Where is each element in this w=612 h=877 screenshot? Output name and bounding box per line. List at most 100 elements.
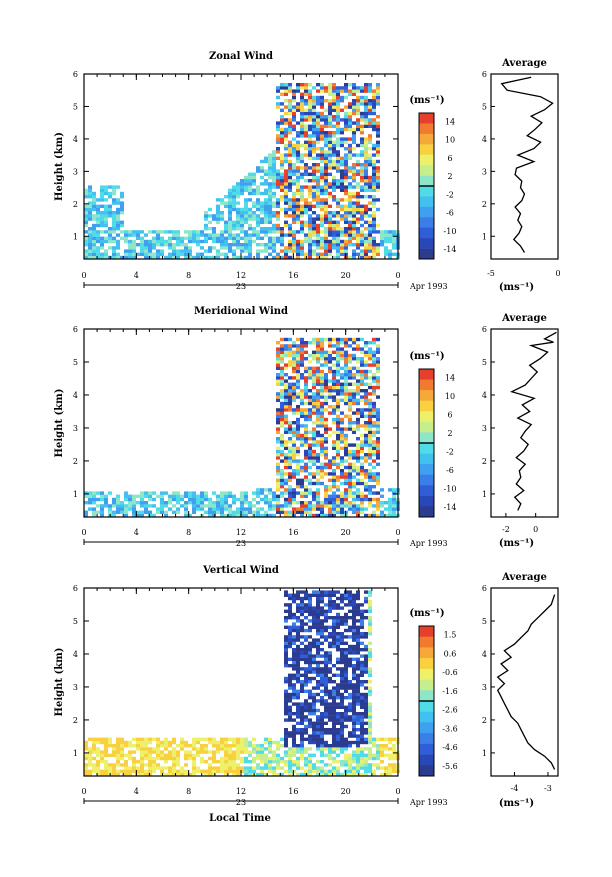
colorbar-tick-label: -3.6 bbox=[442, 724, 457, 733]
colorbar-tick-label: -0.6 bbox=[442, 668, 457, 677]
colorbar-tick-label: 2 bbox=[447, 429, 452, 438]
colorbar-swatch bbox=[419, 765, 434, 777]
colorbar-swatch bbox=[419, 506, 434, 518]
colorbar-swatch bbox=[419, 165, 434, 176]
profile-y-tick-label: 4 bbox=[482, 650, 487, 659]
profile-x-tick-label: 0 bbox=[533, 525, 538, 534]
profile-y-tick-label: 4 bbox=[482, 391, 487, 400]
colorbar-tick-label: 6 bbox=[447, 154, 452, 163]
y-axis-label: Height (km) bbox=[54, 648, 65, 717]
y-tick-label: 5 bbox=[73, 102, 78, 111]
x-tick-label: 8 bbox=[186, 787, 191, 796]
colorbar-swatch bbox=[419, 186, 434, 197]
colorbar: 1.5 0.6 -0.6 -1.6 -2.6 -3.6 -4.6 -5.6 bbox=[418, 625, 458, 777]
colorbar-swatch bbox=[419, 495, 434, 507]
profile-y-tick-label: 4 bbox=[482, 135, 487, 144]
colorbar-swatch bbox=[419, 733, 434, 745]
colorbar-swatch bbox=[419, 123, 434, 135]
colorbar-swatch bbox=[419, 647, 434, 659]
profile-line bbox=[496, 594, 556, 770]
colorbar-swatch bbox=[419, 432, 434, 444]
colorbar-swatch bbox=[419, 390, 434, 401]
colorbar-swatch bbox=[419, 238, 434, 249]
x-tick-label: 16 bbox=[288, 271, 298, 280]
x-axis-label: Local Time bbox=[209, 813, 271, 824]
colorbar-tick-label: -10 bbox=[444, 484, 457, 493]
y-tick-label: 5 bbox=[73, 358, 78, 367]
profile-x-tick-label: -3 bbox=[544, 784, 552, 793]
colorbar-swatch bbox=[419, 722, 434, 734]
profile-x-unit: (ms⁻¹) bbox=[499, 538, 534, 549]
colorbar-swatch bbox=[419, 711, 434, 723]
colorbar-tick-label: 10 bbox=[445, 392, 455, 401]
panel-title: Meridional Wind bbox=[194, 306, 288, 317]
profile-y-tick-label: 6 bbox=[482, 325, 487, 334]
x-tick-label: 0 bbox=[81, 787, 86, 796]
x-tick-label: 4 bbox=[134, 271, 139, 280]
profile-title: Average bbox=[501, 313, 547, 324]
profile-y-tick-label: 3 bbox=[482, 683, 487, 692]
colorbar-unit: (ms⁻¹) bbox=[409, 351, 444, 362]
y-tick-label: 6 bbox=[73, 325, 78, 334]
y-axis-label: Height (km) bbox=[54, 132, 65, 201]
colorbar-swatch bbox=[419, 217, 434, 228]
colorbar-swatch bbox=[419, 400, 434, 412]
x-tick-label: 4 bbox=[134, 528, 139, 537]
profile-x-unit: (ms⁻¹) bbox=[499, 282, 534, 293]
colorbar-unit: (ms⁻¹) bbox=[409, 95, 444, 106]
colorbar-swatch bbox=[419, 144, 434, 155]
colorbar-swatch bbox=[419, 636, 434, 648]
profile-y-tick-label: 2 bbox=[482, 200, 487, 209]
colorbar-tick-label: 14 bbox=[445, 117, 455, 126]
profile-x-tick-label: -4 bbox=[511, 784, 519, 793]
profile-y-tick-label: 2 bbox=[482, 716, 487, 725]
x-tick-label: 16 bbox=[288, 528, 298, 537]
profile-y-tick-label: 1 bbox=[482, 490, 487, 499]
colorbar-swatch bbox=[419, 690, 434, 702]
colorbar-tick-label: -10 bbox=[444, 227, 457, 236]
colorbar-tick-label: -6 bbox=[446, 466, 454, 475]
x-tick-label: 0 bbox=[81, 271, 86, 280]
profile-y-tick-label: 2 bbox=[482, 457, 487, 466]
x-tick-label: 20 bbox=[341, 271, 351, 280]
colorbar-swatch bbox=[419, 133, 434, 145]
colorbar-swatch bbox=[419, 485, 434, 497]
x-tick-label: 16 bbox=[288, 787, 298, 796]
date-day: 23 bbox=[236, 539, 246, 548]
y-tick-label: 2 bbox=[73, 716, 78, 725]
heatmap-cells bbox=[84, 83, 400, 260]
colorbar-swatch bbox=[419, 421, 434, 433]
y-tick-label: 4 bbox=[73, 391, 78, 400]
y-tick-label: 3 bbox=[73, 167, 78, 176]
colorbar-tick-label: -14 bbox=[444, 245, 457, 254]
colorbar-tick-label: 6 bbox=[447, 410, 452, 419]
x-tick-label: 4 bbox=[134, 787, 139, 796]
average-profile: Average 1 2 3 4 5 6 -5 0 (ms⁻¹) bbox=[482, 58, 561, 293]
colorbar-swatch bbox=[419, 369, 434, 380]
colorbar-swatch bbox=[419, 411, 434, 423]
colorbar-swatch bbox=[419, 154, 434, 166]
colorbar-swatch bbox=[419, 754, 434, 766]
x-tick-label: 8 bbox=[186, 528, 191, 537]
x-tick-label: 0 bbox=[395, 271, 400, 280]
y-tick-label: 4 bbox=[73, 650, 78, 659]
colorbar-swatch bbox=[419, 626, 434, 637]
colorbar-swatch bbox=[419, 227, 434, 239]
colorbar-tick-label: 0.6 bbox=[444, 649, 457, 658]
x-tick-label: 12 bbox=[236, 528, 246, 537]
colorbar-tick-label: -1.6 bbox=[442, 687, 457, 696]
colorbar-tick-label: -2.6 bbox=[442, 706, 457, 715]
y-tick-label: 2 bbox=[73, 457, 78, 466]
profile-y-tick-label: 3 bbox=[482, 424, 487, 433]
colorbar-swatch bbox=[419, 668, 434, 680]
colorbar-tick-label: 10 bbox=[445, 136, 455, 145]
panel-title: Zonal Wind bbox=[209, 51, 273, 62]
colorbar-swatch bbox=[419, 464, 434, 475]
colorbar: 14 10 6 2 -2 -6 -10 -14 bbox=[418, 368, 457, 518]
colorbar-swatch bbox=[419, 474, 434, 486]
y-tick-label: 3 bbox=[73, 424, 78, 433]
profile-y-tick-label: 5 bbox=[482, 102, 487, 111]
